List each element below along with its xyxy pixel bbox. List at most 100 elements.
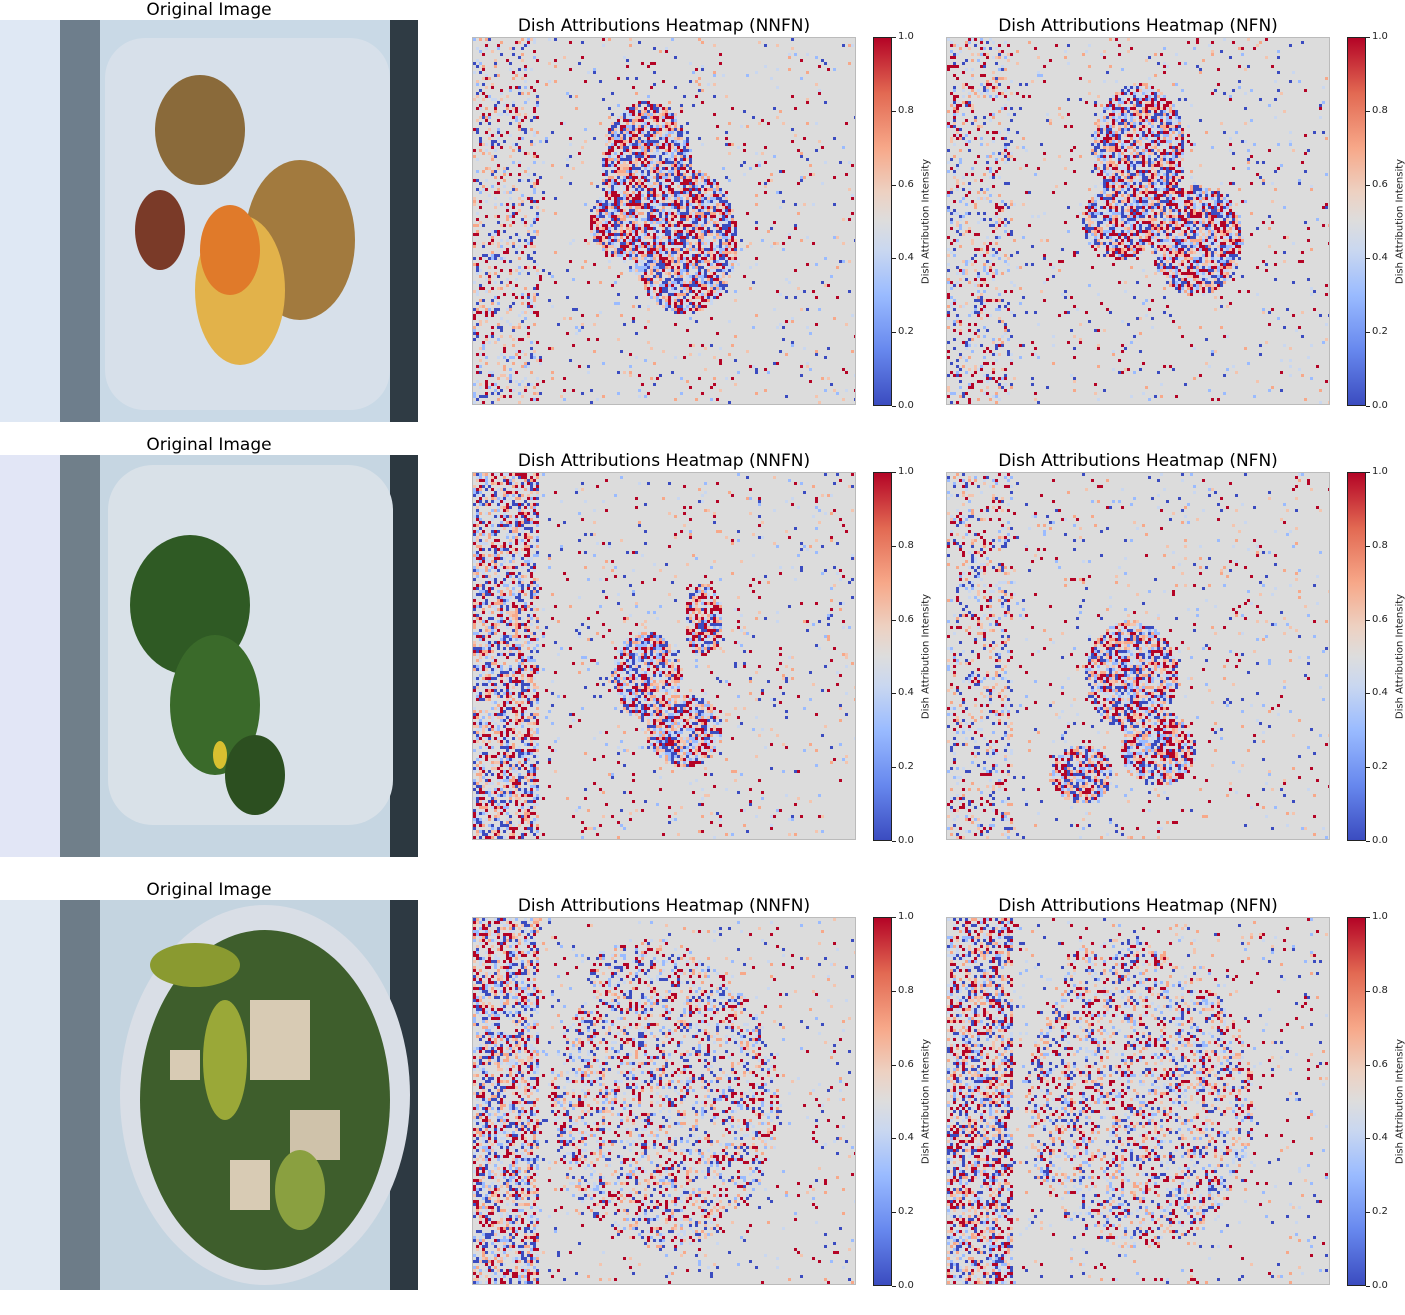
figure-row-2: Original Image Dish Attributions Heatmap… xyxy=(0,435,1405,870)
colorbar-tick-mark xyxy=(892,841,896,842)
heatmap-nfn xyxy=(946,37,1330,405)
heatmap-title: Dish Attributions Heatmap (NFN) xyxy=(946,451,1330,471)
heatmap-title: Dish Attributions Heatmap (NNFN) xyxy=(472,16,856,36)
heatmap-title: Dish Attributions Heatmap (NNFN) xyxy=(472,896,856,916)
figure-row-1: Original Image Dish Attributions Heatmap… xyxy=(0,0,1405,435)
colorbar-label: Dish Attribution Intensity xyxy=(921,576,932,736)
colorbar xyxy=(1347,472,1366,841)
colorbar xyxy=(1347,37,1366,406)
colorbar-tick-label: 0.0 xyxy=(898,400,914,411)
colorbar-tick-mark xyxy=(892,620,896,621)
colorbar-tick-mark xyxy=(1366,841,1370,842)
colorbar-label: Dish Attribution Intensity xyxy=(921,141,932,301)
colorbar-tick-label: 0.8 xyxy=(898,985,914,996)
photo-title: Original Image xyxy=(0,880,418,900)
colorbar-tick-label: 0.2 xyxy=(1372,1206,1388,1217)
colorbar-tick-mark xyxy=(1366,546,1370,547)
colorbar-tick-label: 1.0 xyxy=(898,911,914,922)
colorbar-tick-mark xyxy=(892,917,896,918)
colorbar-label: Dish Attribution Intensity xyxy=(921,1021,932,1181)
colorbar-tick-mark xyxy=(1366,472,1370,473)
colorbar xyxy=(873,917,892,1286)
food-plate-image xyxy=(0,20,418,422)
colorbar-tick-mark xyxy=(1366,406,1370,407)
photo-title: Original Image xyxy=(0,435,418,455)
colorbar-tick-label: 0.6 xyxy=(1372,179,1388,190)
colorbar-tick-label: 0.0 xyxy=(898,835,914,846)
colorbar-tick-label: 1.0 xyxy=(1372,31,1388,42)
colorbar-tick-label: 1.0 xyxy=(1372,466,1388,477)
colorbar xyxy=(873,472,892,841)
colorbar-tick-mark xyxy=(1366,1138,1370,1139)
colorbar-tick-label: 0.0 xyxy=(1372,1280,1388,1291)
heatmap-nfn xyxy=(946,472,1330,840)
colorbar-tick-mark xyxy=(892,406,896,407)
colorbar-label: Dish Attribution Intensity xyxy=(1395,576,1405,736)
colorbar-tick-label: 0.6 xyxy=(898,1059,914,1070)
colorbar-tick-mark xyxy=(892,1065,896,1066)
colorbar-tick-label: 0.6 xyxy=(898,179,914,190)
colorbar-tick-mark xyxy=(892,1138,896,1139)
colorbar-tick-label: 0.2 xyxy=(898,761,914,772)
colorbar-tick-label: 0.8 xyxy=(1372,540,1388,551)
colorbar-tick-mark xyxy=(892,472,896,473)
colorbar-tick-label: 0.0 xyxy=(1372,400,1388,411)
colorbar-tick-mark xyxy=(892,693,896,694)
colorbar-tick-label: 1.0 xyxy=(898,466,914,477)
colorbar xyxy=(1347,917,1366,1286)
colorbar-tick-mark xyxy=(1366,620,1370,621)
colorbar-tick-mark xyxy=(892,111,896,112)
colorbar-tick-mark xyxy=(1366,332,1370,333)
colorbar-tick-label: 0.0 xyxy=(1372,835,1388,846)
colorbar-tick-label: 0.4 xyxy=(898,252,914,263)
heatmap-nfn xyxy=(946,917,1330,1285)
colorbar-tick-mark xyxy=(1366,693,1370,694)
colorbar-tick-label: 0.2 xyxy=(898,326,914,337)
colorbar xyxy=(873,37,892,406)
colorbar-tick-mark xyxy=(892,258,896,259)
colorbar-tick-label: 0.0 xyxy=(898,1280,914,1291)
colorbar-tick-label: 0.4 xyxy=(1372,687,1388,698)
heatmap-nnfn xyxy=(472,917,856,1285)
colorbar-tick-label: 0.8 xyxy=(1372,105,1388,116)
heatmap-nnfn xyxy=(472,472,856,840)
colorbar-tick-label: 0.2 xyxy=(898,1206,914,1217)
colorbar-tick-mark xyxy=(1366,1065,1370,1066)
colorbar-tick-label: 0.4 xyxy=(898,687,914,698)
heatmap-title: Dish Attributions Heatmap (NFN) xyxy=(946,16,1330,36)
colorbar-tick-mark xyxy=(1366,258,1370,259)
heatmap-title: Dish Attributions Heatmap (NFN) xyxy=(946,896,1330,916)
colorbar-tick-label: 0.4 xyxy=(1372,252,1388,263)
colorbar-tick-mark xyxy=(1366,1212,1370,1213)
colorbar-tick-mark xyxy=(892,767,896,768)
photo-title: Original Image xyxy=(0,0,418,20)
colorbar-tick-mark xyxy=(1366,111,1370,112)
heatmap-nnfn xyxy=(472,37,856,405)
salad-plate-image xyxy=(0,455,418,857)
salad-bowl-image xyxy=(0,900,418,1290)
colorbar-tick-mark xyxy=(892,1286,896,1287)
colorbar-tick-label: 0.6 xyxy=(1372,1059,1388,1070)
heatmap-title: Dish Attributions Heatmap (NNFN) xyxy=(472,451,856,471)
colorbar-tick-mark xyxy=(1366,37,1370,38)
colorbar-tick-label: 0.4 xyxy=(898,1132,914,1143)
colorbar-tick-label: 0.8 xyxy=(898,105,914,116)
colorbar-tick-mark xyxy=(1366,767,1370,768)
colorbar-tick-label: 1.0 xyxy=(898,31,914,42)
colorbar-tick-mark xyxy=(892,1212,896,1213)
colorbar-tick-mark xyxy=(892,991,896,992)
figure-row-3: Original Image Dish Attributions Heatmap… xyxy=(0,880,1405,1315)
colorbar-tick-label: 0.2 xyxy=(1372,761,1388,772)
colorbar-tick-label: 1.0 xyxy=(1372,911,1388,922)
colorbar-tick-mark xyxy=(892,546,896,547)
colorbar-tick-mark xyxy=(892,185,896,186)
colorbar-tick-label: 0.8 xyxy=(898,540,914,551)
colorbar-tick-label: 0.2 xyxy=(1372,326,1388,337)
colorbar-tick-label: 0.4 xyxy=(1372,1132,1388,1143)
colorbar-label: Dish Attribution Intensity xyxy=(1395,1021,1405,1181)
colorbar-tick-mark xyxy=(892,332,896,333)
colorbar-tick-mark xyxy=(1366,991,1370,992)
colorbar-label: Dish Attribution Intensity xyxy=(1395,141,1405,301)
colorbar-tick-label: 0.6 xyxy=(1372,614,1388,625)
colorbar-tick-mark xyxy=(1366,185,1370,186)
